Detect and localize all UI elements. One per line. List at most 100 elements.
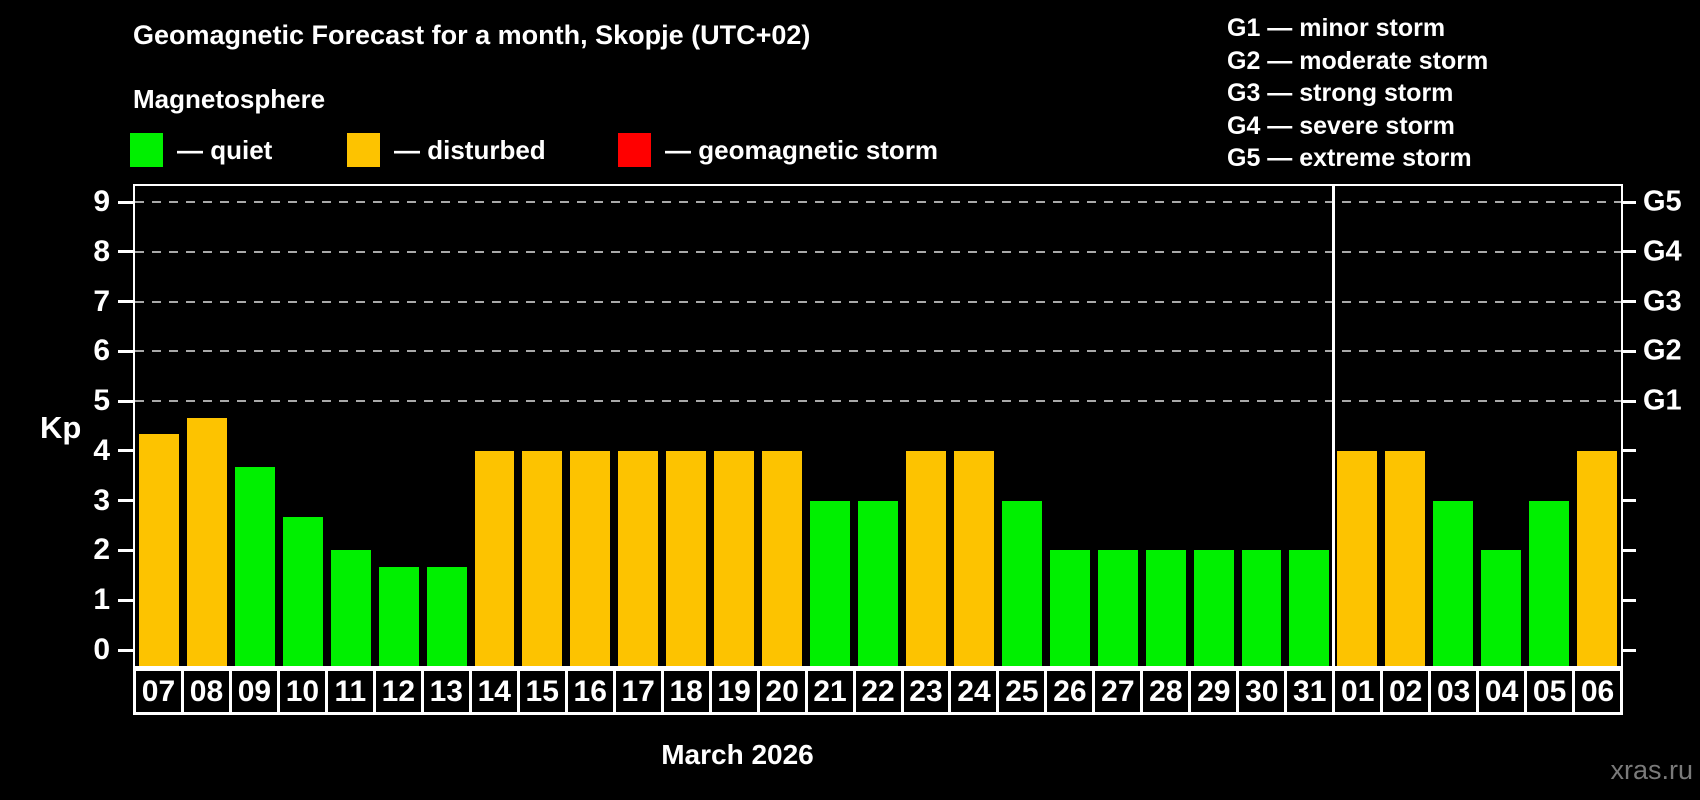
- legend-label-quiet: — quiet: [177, 134, 273, 165]
- date-cell-25: 25: [999, 671, 1048, 712]
- date-cell-22: 22: [855, 671, 904, 712]
- storm-scale-legend: G1 — minor storm G2 — moderate storm G3 — …: [1227, 12, 1488, 175]
- kp-bar-11: [330, 550, 371, 666]
- g-level-label-G3: G3: [1643, 285, 1682, 318]
- gridline-kp5: [135, 400, 1621, 403]
- kp-bar-06: [1577, 450, 1617, 666]
- date-cell-01: 01: [1335, 671, 1384, 712]
- g-level-label-G2: G2: [1643, 334, 1682, 367]
- date-cell-31: 31: [1287, 671, 1336, 712]
- kp-bar-07: [139, 434, 179, 666]
- date-cell-03: 03: [1431, 671, 1480, 712]
- month-separator: [1331, 186, 1335, 666]
- g-level-label-G1: G1: [1643, 384, 1682, 417]
- date-cell-02: 02: [1383, 671, 1432, 712]
- date-cell-26: 26: [1047, 671, 1096, 712]
- right-tick-8: [1621, 250, 1636, 254]
- kp-bar-14: [474, 450, 515, 666]
- kp-bar-01: [1337, 450, 1378, 666]
- kp-bar-28: [1145, 550, 1186, 666]
- legend-item-storm: — geomagnetic storm: [618, 133, 938, 167]
- date-cell-28: 28: [1143, 671, 1192, 712]
- kp-bar-17: [618, 450, 659, 666]
- kp-bar-16: [570, 450, 611, 666]
- kp-bar-30: [1241, 550, 1282, 666]
- storm-scale-line-1: G1 — minor storm: [1227, 14, 1446, 42]
- kp-bar-26: [1049, 550, 1090, 666]
- gridline-kp8: [135, 250, 1621, 253]
- kp-bar-15: [522, 450, 563, 666]
- right-tick-4: [1621, 449, 1636, 453]
- kp-bar-03: [1433, 500, 1474, 666]
- kp-bar-27: [1097, 550, 1138, 666]
- date-cell-15: 15: [519, 671, 568, 712]
- date-cell-30: 30: [1239, 671, 1288, 712]
- left-tick-7: [118, 300, 133, 304]
- kp-bar-25: [1001, 500, 1042, 666]
- legend-item-quiet: — quiet: [130, 133, 272, 167]
- storm-scale-line-2: G2 — moderate storm: [1227, 46, 1489, 75]
- date-cell-05: 05: [1527, 671, 1576, 712]
- disturbed-swatch: [347, 133, 380, 167]
- kp-bar-08: [186, 417, 227, 666]
- storm-scale-line-5: G5 — extreme storm: [1227, 144, 1472, 172]
- date-cell-08: 08: [183, 671, 232, 712]
- kp-bar-chart: 0 1 2 3 4 5 6 7 8 9 G1 G2 G3 G4 G5 07 08 09 10 11 12 13 14 15 1…: [93, 184, 1682, 770]
- date-axis: 07 08 09 10 11 12 13 14 15 16 17 18 19 20 21 22 23 24 25 26…: [133, 668, 1623, 715]
- right-tick-7: [1621, 300, 1636, 304]
- storm-scale-line-4: G4 — severe storm: [1227, 111, 1455, 140]
- date-cell-20: 20: [759, 671, 808, 712]
- date-cell-04: 04: [1479, 671, 1528, 712]
- y-tick-label-8: 8: [93, 234, 110, 268]
- date-cell-11: 11: [327, 671, 376, 712]
- date-cell-16: 16: [567, 671, 616, 712]
- quiet-swatch: [130, 133, 163, 167]
- y-tick-label-3: 3: [93, 483, 110, 517]
- watermark: xras.ru: [1610, 755, 1693, 785]
- right-tick-1: [1621, 598, 1636, 602]
- kp-bar-12: [378, 566, 419, 666]
- date-cell-24: 24: [951, 671, 1000, 712]
- left-tick-2: [118, 548, 133, 552]
- date-cell-14: 14: [471, 671, 520, 712]
- date-cell-18: 18: [663, 671, 712, 712]
- left-tick-1: [118, 598, 133, 602]
- right-tick-3: [1621, 499, 1636, 503]
- date-cell-07: 07: [136, 671, 184, 712]
- kp-bar-09: [234, 467, 275, 666]
- right-tick-0: [1621, 648, 1636, 652]
- chart-title: Geomagnetic Forecast for a month, Skopje…: [133, 20, 811, 50]
- kp-bar-29: [1193, 550, 1234, 666]
- kp-bar-10: [282, 517, 323, 666]
- kp-bar-04: [1481, 550, 1522, 666]
- kp-bar-02: [1385, 450, 1426, 666]
- date-cell-06: 06: [1575, 671, 1621, 712]
- kp-bar-21: [810, 500, 851, 666]
- kp-bar-19: [714, 450, 755, 666]
- date-cell-19: 19: [711, 671, 760, 712]
- left-tick-4: [118, 449, 133, 453]
- kp-bar-23: [905, 450, 946, 666]
- gridline-kp6: [135, 350, 1621, 353]
- legend-item-disturbed: — disturbed: [347, 133, 546, 167]
- storm-swatch: [618, 133, 651, 167]
- date-cell-10: 10: [279, 671, 328, 712]
- kp-bar-24: [953, 450, 994, 666]
- y-tick-label-4: 4: [93, 433, 110, 467]
- left-tick-6: [118, 349, 133, 353]
- g-level-label-G5: G5: [1643, 185, 1682, 218]
- legend-label-disturbed: — disturbed: [394, 134, 546, 165]
- g-level-label-G4: G4: [1643, 235, 1682, 268]
- left-tick-0: [118, 648, 133, 652]
- y-axis-title: Kp: [40, 410, 82, 445]
- y-tick-label-9: 9: [93, 185, 110, 218]
- right-tick-5: [1621, 399, 1636, 403]
- y-tick-label-1: 1: [93, 583, 110, 617]
- kp-bar-05: [1529, 500, 1570, 666]
- kp-bar-13: [426, 566, 467, 666]
- y-tick-label-7: 7: [93, 284, 110, 318]
- gridline-kp7: [135, 300, 1621, 303]
- left-tick-3: [118, 499, 133, 503]
- date-cell-12: 12: [375, 671, 424, 712]
